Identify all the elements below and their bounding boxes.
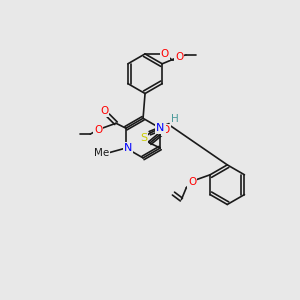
- Text: S: S: [140, 133, 147, 143]
- Text: H: H: [171, 114, 178, 124]
- Text: O: O: [188, 177, 196, 187]
- Text: O: O: [161, 49, 169, 59]
- Text: O: O: [94, 125, 102, 135]
- Text: N: N: [156, 123, 164, 133]
- Text: O: O: [100, 106, 108, 116]
- Text: N: N: [124, 143, 132, 153]
- Text: O: O: [161, 125, 170, 135]
- Text: Me: Me: [94, 148, 109, 158]
- Text: O: O: [175, 52, 183, 62]
